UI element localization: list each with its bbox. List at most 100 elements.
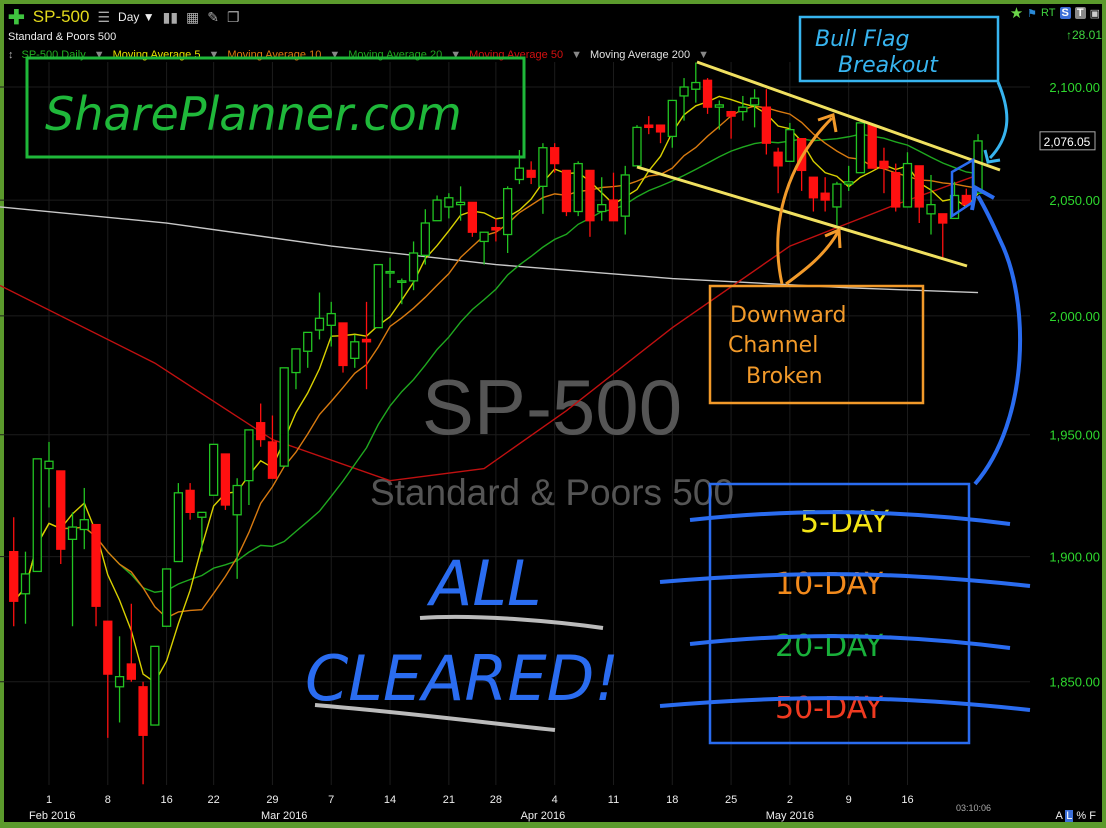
- candle-body: [667, 99, 677, 138]
- x-tick-label: 14: [384, 794, 396, 806]
- candle-body: [114, 675, 125, 688]
- list-icon[interactable]: ☰: [97, 8, 111, 25]
- candle-body: [914, 165, 924, 208]
- flag-icon[interactable]: ⚑: [1027, 7, 1038, 20]
- candle-body: [32, 458, 42, 573]
- scale-fixed[interactable]: F: [1089, 810, 1096, 822]
- channel-arrow-lower: [785, 231, 840, 286]
- candle: [655, 124, 666, 144]
- x-tick-label: 16: [160, 794, 172, 806]
- candle-body: [338, 322, 348, 367]
- candle: [161, 568, 172, 627]
- caret-down-icon[interactable]: ▼: [93, 49, 105, 61]
- candle: [949, 181, 960, 220]
- candle: [467, 201, 478, 237]
- candle: [314, 292, 325, 340]
- calculator-icon[interactable]: ▦: [186, 8, 200, 25]
- candle-body: [138, 686, 148, 736]
- candle-body: [291, 348, 301, 374]
- candle-body: [550, 147, 560, 165]
- t-button[interactable]: T: [1074, 7, 1086, 19]
- x-tick-label: 25: [725, 794, 737, 806]
- candle-body: [832, 183, 842, 208]
- candle-body: [502, 187, 513, 236]
- caret-down-icon[interactable]: ▼: [208, 49, 220, 61]
- candle: [279, 367, 289, 467]
- scale-auto[interactable]: A: [1055, 810, 1063, 822]
- strike-line: [659, 572, 1031, 588]
- bull-flag-line1: Bull Flag: [815, 27, 910, 52]
- candle: [855, 122, 866, 174]
- annotations: SharePlanner.com Bull Flag Breakout Down…: [25, 15, 1031, 745]
- x-tick-label: 18: [666, 794, 678, 806]
- candle-body: [350, 341, 360, 359]
- candle-body: [361, 338, 372, 343]
- candle: [608, 172, 619, 222]
- legend-item[interactable]: Moving Average 200: [589, 49, 691, 61]
- month-label: Apr 2016: [521, 810, 566, 822]
- candle-body: [902, 162, 913, 208]
- candle-body: [808, 176, 819, 199]
- watermark-name: Standard & Poors 500: [370, 472, 734, 513]
- candle-body: [597, 203, 607, 213]
- candle: [902, 152, 913, 208]
- star-icon[interactable]: ★: [1009, 5, 1024, 22]
- realtime-label[interactable]: RT: [1041, 7, 1056, 19]
- candle: [867, 124, 877, 169]
- logo-text: SharePlanner.com: [45, 87, 462, 141]
- scale-percent[interactable]: %: [1076, 810, 1087, 822]
- candle-body: [455, 201, 466, 206]
- watermark: SP-500 Standard & Poors 500: [370, 363, 734, 513]
- candle: [408, 241, 419, 291]
- candle-body: [314, 317, 325, 331]
- ma-box-arrow: [973, 194, 1023, 486]
- x-tick-label: 21: [443, 794, 455, 806]
- candle: [502, 186, 513, 254]
- channel-box: [708, 284, 925, 405]
- x-tick-label: 8: [105, 794, 111, 806]
- candle-body: [926, 203, 936, 215]
- pencil-icon[interactable]: ✎: [207, 8, 219, 25]
- drag-handle-icon[interactable]: ↕: [8, 49, 14, 61]
- candle-body: [444, 197, 454, 208]
- y-tick-label: 1,850.00: [1049, 675, 1100, 690]
- candle: [926, 174, 936, 235]
- x-tick-label: 11: [608, 794, 619, 806]
- interval-select[interactable]: Day ▼: [118, 10, 155, 24]
- month-label: Mar 2016: [261, 810, 307, 822]
- candle: [444, 193, 454, 219]
- candle: [820, 177, 830, 212]
- candle: [350, 334, 360, 368]
- scale-log[interactable]: L: [1065, 810, 1074, 822]
- caret-down-icon[interactable]: ▼: [698, 49, 709, 61]
- symbol-label[interactable]: SP-500: [32, 7, 90, 26]
- candle: [185, 483, 195, 520]
- candle: [585, 169, 595, 237]
- caret-down-icon[interactable]: ▼: [571, 49, 582, 61]
- candle-body: [91, 523, 101, 607]
- caret-down-icon[interactable]: ▼: [329, 49, 341, 61]
- x-tick-label: 22: [208, 794, 220, 806]
- candle-body: [726, 110, 736, 117]
- candle: [761, 89, 772, 155]
- candle-body: [244, 429, 254, 482]
- candle: [561, 169, 572, 217]
- candle: [773, 147, 783, 194]
- candle: [714, 100, 724, 130]
- candle: [103, 620, 113, 738]
- copy-icon[interactable]: ❐: [227, 8, 240, 25]
- candle-body: [432, 199, 442, 222]
- caret-down-icon[interactable]: ▼: [450, 49, 462, 61]
- candle: [267, 415, 278, 479]
- candle-body: [526, 169, 536, 178]
- bar-chart-icon[interactable]: ▮▮: [162, 8, 179, 25]
- candle: [91, 523, 101, 627]
- candle: [667, 99, 677, 148]
- candle: [738, 95, 748, 121]
- save-icon[interactable]: ▣: [1089, 7, 1100, 20]
- x-tick-label: 9: [846, 794, 852, 806]
- plus-icon[interactable]: ✚: [8, 6, 25, 29]
- candle-body: [514, 167, 525, 181]
- s-button[interactable]: S: [1059, 7, 1071, 19]
